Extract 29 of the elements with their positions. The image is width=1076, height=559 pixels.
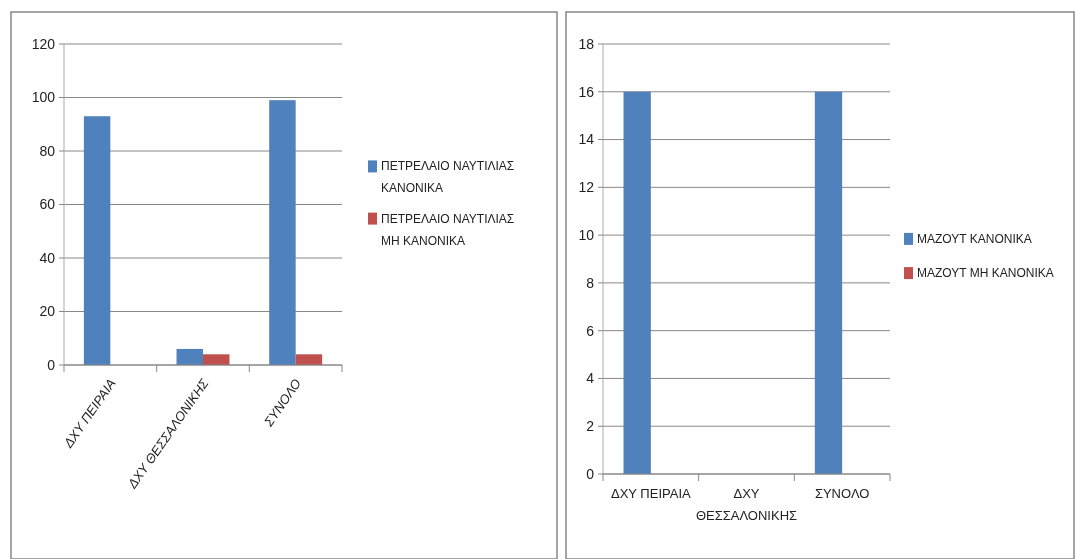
y-tick-label: 10 xyxy=(578,227,595,244)
bar xyxy=(83,116,111,365)
legend-label: ΠΕΤΡΕΛΑΙΟ ΝΑΥΤΙΛΙΑΣ ΜΗ ΚΑΝΟΝΙΚΑ xyxy=(381,211,515,248)
y-tick-label: 8 xyxy=(586,274,595,291)
y-tick-label: 4 xyxy=(586,370,595,387)
y-tick-label: 18 xyxy=(578,35,595,52)
y-tick-label: 40 xyxy=(39,249,56,266)
bar xyxy=(295,354,323,365)
x-tick-label: ΣΥΝΟΛΟ xyxy=(814,486,870,501)
y-tick-label: 12 xyxy=(578,179,595,196)
y-tick-label: 100 xyxy=(31,89,56,106)
y-tick-label: 0 xyxy=(586,465,595,482)
y-tick-label: 60 xyxy=(39,196,56,213)
y-tick-label: 120 xyxy=(31,35,56,52)
legend-label: ΜΑΖΟΥΤ ΚΑΝΟΝΙΚΑ xyxy=(917,231,1032,246)
y-tick-label: 16 xyxy=(578,83,595,100)
y-tick-label: 80 xyxy=(39,142,56,159)
y-tick-label: 14 xyxy=(578,131,595,148)
y-tick-label: 2 xyxy=(586,418,595,435)
bar xyxy=(176,348,203,365)
y-tick-label: 20 xyxy=(39,303,56,320)
x-tick-label: ΔΧΥ ΘΕΣΣΑΛΟΝΙΚΗΣ xyxy=(695,486,798,523)
legend-label: ΠΕΤΡΕΛΑΙΟ ΝΑΥΤΙΛΙΑΣ ΚΑΝΟΝΙΚΑ xyxy=(381,159,515,196)
y-tick-label: 0 xyxy=(47,356,56,373)
bar xyxy=(203,354,230,365)
y-tick-label: 6 xyxy=(586,322,595,339)
x-tick-label: ΔΧΥ ΠΕΙΡΑΙΑ xyxy=(610,486,692,501)
legend-label: ΜΑΖΟΥΤ ΜΗ ΚΑΝΟΝΙΚΑ xyxy=(917,266,1054,281)
bar xyxy=(269,100,296,365)
